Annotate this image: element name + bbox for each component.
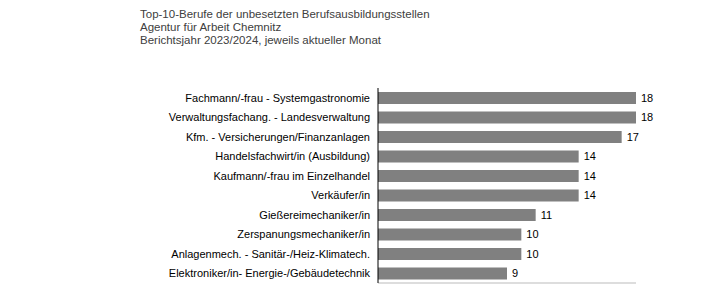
svg-text:17: 17 (627, 131, 639, 143)
html-text:Top-10-Berufe der unbesetzten: Top-10-Berufe der unbesetzten Berufsausb… (140, 8, 430, 20)
svg-text:Verkäufer/in: Verkäufer/in (311, 189, 370, 201)
svg-text:Elektroniker/in- Energie-/Gebä: Elektroniker/in- Energie-/Gebäudetechnik (169, 267, 371, 279)
svg-text:10: 10 (526, 228, 538, 240)
svg-text:10: 10 (526, 248, 538, 260)
svg-text:14: 14 (584, 150, 596, 162)
svg-text:18: 18 (641, 111, 653, 123)
svg-text:Zerspanungsmechaniker/in: Zerspanungsmechaniker/in (237, 228, 370, 240)
svg-text:Kaufmann/-frau im Einzelhandel: Kaufmann/-frau im Einzelhandel (213, 170, 370, 182)
svg-text:9: 9 (512, 267, 518, 279)
svg-text:Kfm. - Versicherungen/Finanzan: Kfm. - Versicherungen/Finanzanlagen (186, 131, 370, 143)
svg-text:Fachmann/-frau - Systemgastron: Fachmann/-frau - Systemgastronomie (185, 92, 370, 104)
html-text:Agentur für Arbeit Chemnitz: Agentur für Arbeit Chemnitz (140, 21, 282, 33)
svg-text:Handelsfachwirt/in (Ausbildung: Handelsfachwirt/in (Ausbildung) (215, 150, 370, 162)
html-text:Berichtsjahr 2023/2024, jeweil: Berichtsjahr 2023/2024, jeweils aktuelle… (140, 34, 381, 46)
svg-text:Gießereimechaniker/in: Gießereimechaniker/in (259, 209, 370, 221)
svg-text:14: 14 (584, 189, 596, 201)
svg-text:Anlagenmech. - Sanitär-/Heiz-K: Anlagenmech. - Sanitär-/Heiz-Klimatech. (171, 248, 370, 260)
svg-text:11: 11 (541, 209, 552, 221)
svg-text:14: 14 (584, 170, 596, 182)
svg-text:18: 18 (641, 92, 653, 104)
svg-text:Verwaltungsfachang. - Landesve: Verwaltungsfachang. - Landesverwaltung (169, 111, 370, 123)
